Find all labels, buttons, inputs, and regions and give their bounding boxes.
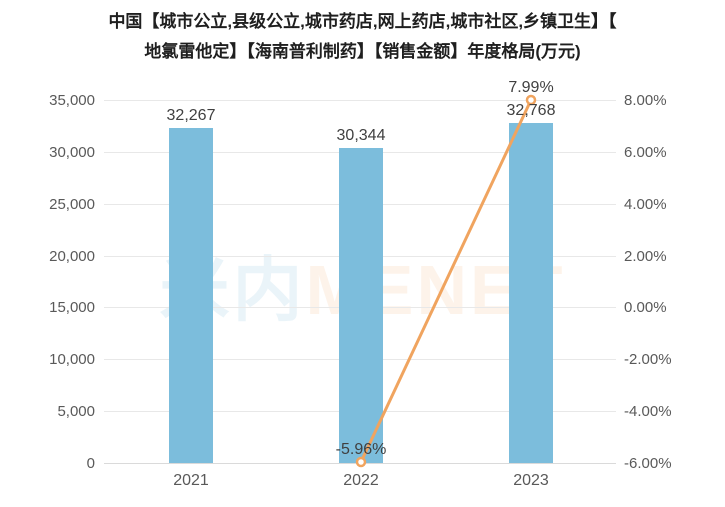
x-axis-line [104,463,616,464]
bar-value-label: 30,344 [336,127,386,144]
y-axis-tick-label: 30,000 [49,144,95,161]
line-value-label: -5.96% [335,441,387,458]
bar [339,148,383,463]
y2-axis-tick-label: 6.00% [624,144,667,161]
chart-title: 中国【城市公立,县级公立,城市药店,网上药店,城市社区,乡镇卫生】【 地氯雷他定… [0,7,725,67]
y-axis-tick-label: 20,000 [49,248,95,265]
y-axis-tick-label: 10,000 [49,351,95,368]
bar-value-label: 32,768 [506,102,556,119]
y-axis-tick-label: 15,000 [49,299,95,316]
y2-axis-tick-label: 4.00% [624,196,667,213]
y2-axis-tick-label: -4.00% [624,403,672,420]
chart-title-line1: 中国【城市公立,县级公立,城市药店,网上药店,城市社区,乡镇卫生】【 [108,12,617,31]
y-axis-tick-label: 5,000 [57,403,95,420]
chart-title-line2: 地氯雷他定】【海南普利制药】【销售金额】年度格局(万元) [144,42,581,61]
x-axis-tick-label: 2021 [173,472,209,489]
bar-value-label: 32,267 [166,107,216,124]
y-axis-tick-label: 25,000 [49,196,95,213]
y-axis-tick-label: 35,000 [49,92,95,109]
line-value-label: 7.99% [508,79,554,96]
bar [169,128,213,463]
y2-axis-tick-label: -2.00% [624,351,672,368]
y2-axis-tick-label: -6.00% [624,455,672,472]
y2-axis-tick-label: 0.00% [624,299,667,316]
y2-axis-tick-label: 2.00% [624,248,667,265]
x-axis-tick-label: 2022 [343,472,379,489]
y-axis-tick-label: 0 [86,455,95,472]
y2-axis-tick-label: 8.00% [624,92,667,109]
x-axis-tick-label: 2023 [513,472,549,489]
bar [509,123,553,463]
